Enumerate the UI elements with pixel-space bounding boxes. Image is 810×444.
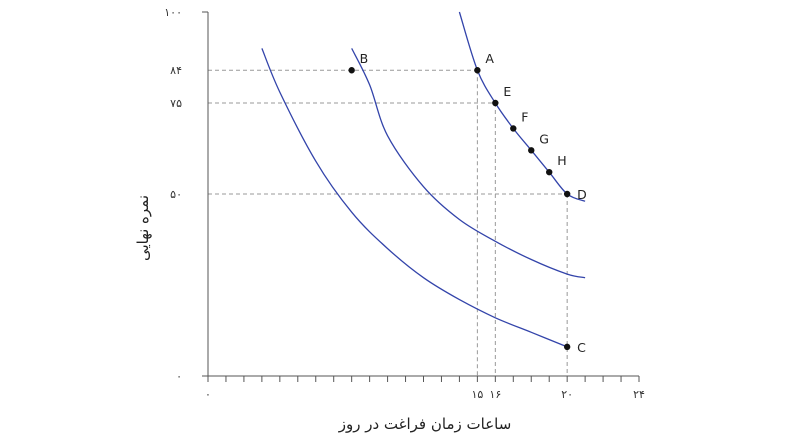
axes: ۰ ۱۵ ۱۶ ۲۰ ۲۴ ۰ ۵۰ ۷۵ ۸۴ ۱۰۰	[164, 6, 645, 401]
point-H	[546, 168, 553, 176]
indifference-curves	[261, 11, 586, 348]
y-tick-label: ۰	[176, 370, 182, 383]
point-D	[563, 190, 571, 198]
x-tick-label: ۱۶	[489, 388, 501, 401]
curve-2	[351, 48, 586, 279]
point-G	[528, 147, 535, 154]
point-label-G: G	[539, 131, 549, 146]
point-F	[510, 125, 517, 132]
point-label-A: A	[485, 51, 494, 66]
point-B	[348, 67, 355, 74]
y-tick-label: ۸۴	[170, 64, 182, 77]
point-C	[563, 343, 571, 351]
point-label-C: C	[577, 340, 586, 355]
point-label-H: H	[557, 153, 566, 168]
point-label-B: B	[360, 51, 369, 66]
guide-lines	[208, 69, 568, 376]
y-axis-title: نمره نهایی	[134, 195, 152, 261]
x-tick-label: ۲۰	[561, 388, 573, 401]
point-label-D: D	[577, 187, 587, 202]
y-tick-label: ۱۰۰	[164, 6, 182, 19]
x-axis-title: ساعات زمان فراغت در روز	[338, 415, 512, 433]
curve-1	[261, 48, 568, 348]
point-label-E: E	[503, 84, 511, 99]
x-tick-label: ۰	[205, 388, 211, 401]
point-E	[492, 99, 499, 107]
y-tick-label: ۵۰	[170, 188, 182, 201]
x-tick-label: ۱۵	[471, 388, 483, 401]
y-tick-label: ۷۵	[170, 97, 182, 110]
curve-3	[458, 11, 586, 202]
x-tick-label: ۲۴	[633, 388, 645, 401]
point-A	[474, 67, 481, 74]
point-label-F: F	[521, 109, 528, 124]
